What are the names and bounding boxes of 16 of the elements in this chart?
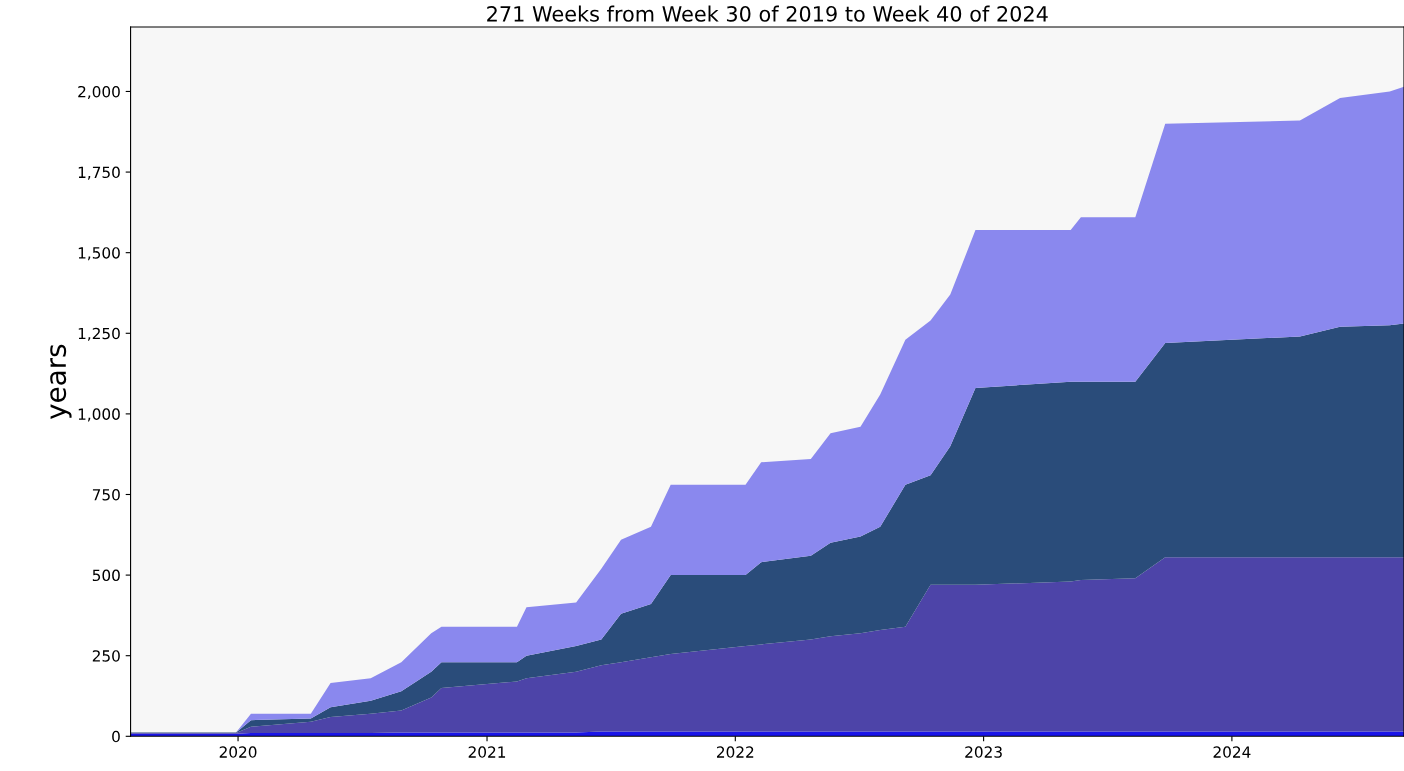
y-tick-label: 250	[92, 650, 120, 662]
y-axis-title: years	[50, 344, 72, 420]
x-tick-label: 2024	[1213, 746, 1251, 758]
chart-title: 271 Weeks from Week 30 of 2019 to Week 40 of 2024	[487, 5, 1048, 22]
y-tick-label: 2,000	[78, 85, 120, 100]
y-tick-label: 0	[112, 730, 120, 743]
x-tick-label: 2022	[716, 746, 754, 758]
y-tick-label: 1,000	[78, 408, 120, 422]
y-tick-label: 1,500	[78, 247, 120, 261]
x-tick-label: 2020	[219, 746, 257, 758]
y-tick-label: 750	[92, 488, 120, 501]
y-tick-label: 1,750	[78, 166, 120, 180]
x-tick-label: 2023	[965, 746, 1002, 758]
y-tick-label: 1,250	[78, 327, 120, 341]
y-tick-label: 500	[92, 569, 120, 582]
x-tick-label: 2021	[468, 746, 506, 758]
